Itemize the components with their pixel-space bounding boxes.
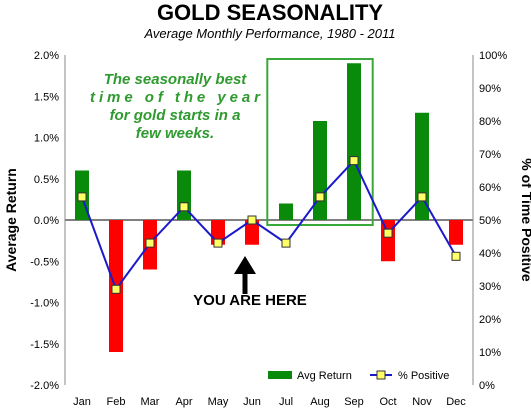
marker-oct bbox=[383, 228, 393, 238]
you-are-here-label: YOU ARE HERE bbox=[193, 292, 307, 309]
x-tick-label: Jun bbox=[243, 396, 261, 408]
y-axis-ticks: 2.0% 1.5% 1.0% 0.5% 0.0% -0.5% -1.0% -1.5% -2.0% bbox=[30, 50, 59, 392]
marker-may bbox=[213, 238, 223, 248]
legend: Avg Return % Positive bbox=[268, 370, 449, 382]
bar-sep bbox=[347, 63, 361, 220]
legend-pct-positive-label: % Positive bbox=[398, 370, 449, 382]
x-tick-label: Jan bbox=[73, 396, 91, 408]
y2-axis-label: % of Time Positive bbox=[519, 158, 531, 282]
y2-tick-label: 30% bbox=[479, 281, 501, 293]
x-tick-label: Jul bbox=[279, 396, 293, 408]
y-tick-label: 1.0% bbox=[34, 133, 59, 145]
pct-positive-markers bbox=[77, 156, 461, 294]
y-tick-label: 1.5% bbox=[34, 91, 59, 103]
y2-tick-label: 40% bbox=[479, 248, 501, 260]
marker-aug bbox=[315, 192, 325, 202]
x-tick-label: Nov bbox=[412, 396, 432, 408]
x-tick-label: Mar bbox=[141, 396, 160, 408]
y-tick-label: 0.5% bbox=[34, 174, 59, 186]
y-tick-label: -2.0% bbox=[30, 380, 59, 392]
y-tick-label: -1.5% bbox=[30, 339, 59, 351]
x-axis-ticks: Jan Feb Mar Apr May Jun Jul Aug Sep Oct Nov Dec bbox=[73, 396, 466, 408]
y-axis-label: Average Return bbox=[3, 168, 19, 272]
x-tick-label: Dec bbox=[446, 396, 466, 408]
x-tick-label: Apr bbox=[175, 396, 192, 408]
y2-axis-ticks: 100% 90% 80% 70% 60% 50% 40% 30% 20% 10% 0% bbox=[479, 50, 507, 392]
legend-avg-return-label: Avg Return bbox=[297, 370, 352, 382]
annotation-line-1: The seasonally best bbox=[104, 71, 248, 88]
y2-tick-label: 90% bbox=[479, 83, 501, 95]
x-tick-label: Feb bbox=[107, 396, 126, 408]
y2-tick-label: 20% bbox=[479, 314, 501, 326]
y-tick-label: -1.0% bbox=[30, 298, 59, 310]
annotation-line-2: time of the year bbox=[90, 89, 261, 106]
x-tick-label: Aug bbox=[310, 396, 330, 408]
y2-tick-label: 60% bbox=[479, 182, 501, 194]
legend-pct-positive-marker bbox=[376, 370, 386, 380]
x-tick-label: Oct bbox=[379, 396, 396, 408]
marker-feb bbox=[111, 284, 121, 294]
marker-jun bbox=[247, 215, 257, 225]
y2-tick-label: 100% bbox=[479, 50, 507, 62]
bar-jul bbox=[279, 203, 293, 220]
x-tick-label: May bbox=[208, 396, 229, 408]
chart-subtitle: Average Monthly Performance, 1980 - 2011 bbox=[144, 26, 396, 41]
pct-positive-line bbox=[81, 158, 457, 292]
y2-tick-label: 10% bbox=[479, 347, 501, 359]
y-tick-label: -0.5% bbox=[30, 256, 59, 268]
x-tick-label: Sep bbox=[344, 396, 364, 408]
y2-tick-label: 80% bbox=[479, 116, 501, 128]
y2-tick-label: 70% bbox=[479, 149, 501, 161]
annotation-line-3: for gold starts in a bbox=[110, 107, 241, 124]
annotation-line-4: few weeks. bbox=[136, 125, 214, 142]
marker-jan bbox=[77, 192, 87, 202]
up-arrow-icon bbox=[234, 256, 256, 294]
marker-sep bbox=[349, 156, 359, 166]
bar-dec bbox=[449, 220, 463, 245]
chart-title: GOLD SEASONALITY bbox=[157, 0, 383, 25]
marker-mar bbox=[145, 238, 155, 248]
legend-avg-return-swatch bbox=[268, 371, 292, 379]
marker-jul bbox=[281, 238, 291, 248]
y-tick-label: 0.0% bbox=[34, 215, 59, 227]
y2-tick-label: 0% bbox=[479, 380, 495, 392]
y2-tick-label: 50% bbox=[479, 215, 501, 227]
marker-dec bbox=[451, 251, 461, 261]
bar-oct bbox=[381, 220, 395, 262]
marker-nov bbox=[417, 192, 427, 202]
highlight-box-jul-sep bbox=[266, 58, 374, 226]
y-tick-label: 2.0% bbox=[34, 50, 59, 62]
marker-apr bbox=[179, 202, 189, 212]
bar-jun bbox=[245, 220, 259, 245]
